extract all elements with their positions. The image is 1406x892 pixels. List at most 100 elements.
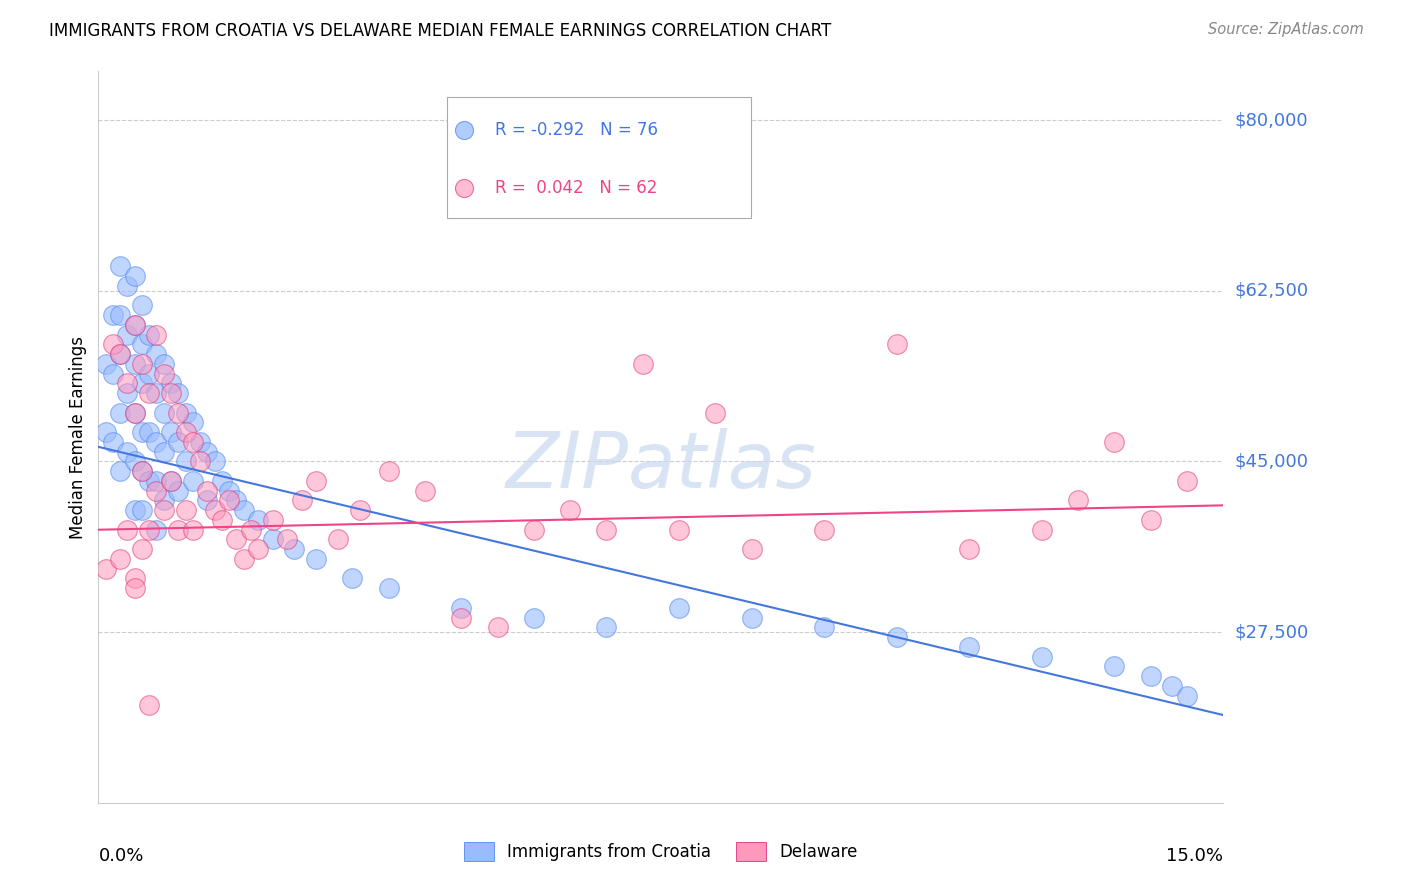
Point (145, 347, 167, 361)
Text: $80,000: $80,000 (1234, 112, 1308, 129)
Point (1139, 669, 1161, 683)
Point (188, 434, 211, 449)
Point (1161, 679, 1184, 693)
Point (108, 552, 131, 566)
Point (247, 513, 270, 527)
Point (349, 503, 371, 517)
Point (1067, 493, 1090, 508)
Text: $62,500: $62,500 (1234, 282, 1309, 300)
Point (124, 269, 146, 284)
Point (124, 357, 146, 371)
Point (117, 376, 139, 391)
Point (131, 464, 153, 478)
Point (450, 600, 472, 615)
Point (124, 454, 146, 468)
Point (957, 542, 980, 557)
Point (131, 337, 153, 351)
Point (377, 464, 399, 478)
Point (160, 474, 183, 488)
Point (291, 493, 314, 508)
Point (117, 386, 139, 401)
Point (305, 474, 328, 488)
Point (741, 610, 763, 624)
Point (558, 503, 581, 517)
Point (131, 425, 153, 440)
Point (741, 542, 763, 557)
Point (152, 493, 174, 508)
Point (450, 610, 472, 624)
Point (957, 640, 980, 654)
Point (160, 425, 183, 440)
Point (211, 474, 233, 488)
Point (283, 542, 305, 557)
Point (101, 308, 124, 322)
Point (131, 298, 153, 312)
Point (813, 620, 835, 634)
Point (218, 483, 240, 498)
Point (886, 337, 908, 351)
Point (138, 474, 160, 488)
FancyBboxPatch shape (447, 97, 751, 218)
Point (704, 406, 727, 420)
Point (181, 474, 204, 488)
Point (225, 533, 247, 547)
Point (131, 503, 153, 517)
Point (152, 406, 174, 420)
Text: 0.0%: 0.0% (98, 847, 143, 864)
Point (167, 523, 190, 537)
Point (1104, 434, 1126, 449)
Point (124, 318, 146, 332)
Text: R = -0.292   N = 76: R = -0.292 N = 76 (495, 121, 658, 139)
Point (1139, 513, 1161, 527)
Point (218, 493, 240, 508)
Text: R =  0.042   N = 62: R = 0.042 N = 62 (495, 179, 658, 197)
Point (342, 572, 364, 586)
Point (160, 474, 183, 488)
Point (101, 367, 124, 381)
Point (94, 425, 117, 440)
Point (108, 347, 131, 361)
Point (101, 337, 124, 351)
Point (668, 600, 690, 615)
Point (631, 357, 654, 371)
Point (247, 542, 270, 557)
Point (523, 523, 546, 537)
Point (232, 552, 254, 566)
Point (886, 630, 908, 644)
Point (232, 503, 254, 517)
Point (138, 698, 160, 713)
Point (239, 523, 262, 537)
Point (167, 386, 190, 401)
Point (167, 406, 190, 420)
Point (160, 386, 183, 401)
Point (195, 483, 218, 498)
Point (138, 523, 160, 537)
Point (1031, 523, 1053, 537)
Point (124, 572, 146, 586)
Point (174, 425, 197, 440)
Point (1175, 689, 1198, 703)
Point (124, 406, 146, 420)
Text: $45,000: $45,000 (1234, 452, 1309, 470)
Point (595, 620, 617, 634)
Text: $27,500: $27,500 (1234, 624, 1309, 641)
Point (595, 523, 617, 537)
Point (124, 318, 146, 332)
Point (138, 425, 160, 440)
Point (117, 279, 139, 293)
Point (225, 493, 247, 508)
Point (204, 454, 226, 468)
Point (174, 454, 197, 468)
Point (152, 503, 174, 517)
Point (108, 260, 131, 274)
Text: ZIPatlas: ZIPatlas (505, 428, 817, 504)
Point (195, 493, 218, 508)
Text: Source: ZipAtlas.com: Source: ZipAtlas.com (1208, 22, 1364, 37)
Point (117, 444, 139, 458)
Point (152, 444, 174, 458)
Point (131, 464, 153, 478)
Point (117, 327, 139, 342)
Legend: Immigrants from Croatia, Delaware: Immigrants from Croatia, Delaware (457, 835, 865, 868)
Point (188, 454, 211, 468)
Point (94, 562, 117, 576)
